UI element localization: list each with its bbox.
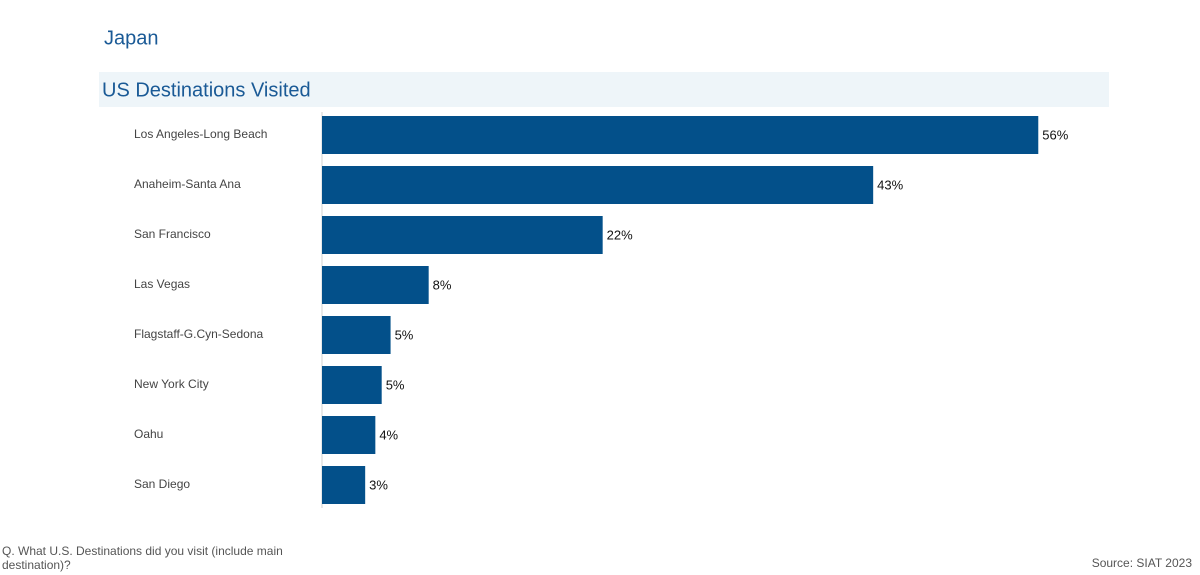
value-label: 8% xyxy=(433,277,452,292)
value-label: 5% xyxy=(386,377,405,392)
value-label: 43% xyxy=(877,177,903,192)
chart-title: US Destinations Visited xyxy=(102,79,311,101)
bar xyxy=(322,366,382,404)
category-label: San Diego xyxy=(134,477,190,491)
bar xyxy=(322,166,874,204)
bar xyxy=(322,216,603,254)
source-note: Source: SIAT 2023 xyxy=(1091,556,1192,570)
category-label: Los Angeles-Long Beach xyxy=(134,127,267,141)
question-note: Q. What U.S. Destinations did you visit … xyxy=(2,544,283,572)
category-label: Oahu xyxy=(134,427,163,441)
bar xyxy=(322,416,376,454)
category-label: Las Vegas xyxy=(134,277,190,291)
value-label: 22% xyxy=(607,227,633,242)
bar xyxy=(322,266,429,304)
category-label: Anaheim-Santa Ana xyxy=(134,177,241,191)
title-band xyxy=(99,72,1109,107)
value-label: 5% xyxy=(395,327,414,342)
bar xyxy=(322,466,366,504)
value-label: 4% xyxy=(379,427,398,442)
category-label: San Francisco xyxy=(134,227,211,241)
bar xyxy=(322,316,391,354)
bar xyxy=(322,116,1039,154)
value-label: 56% xyxy=(1042,127,1068,142)
category-label: New York City xyxy=(134,377,209,391)
page-title: Japan xyxy=(104,27,159,49)
category-label: Flagstaff-G.Cyn-Sedona xyxy=(134,327,264,341)
value-label: 3% xyxy=(369,477,388,492)
